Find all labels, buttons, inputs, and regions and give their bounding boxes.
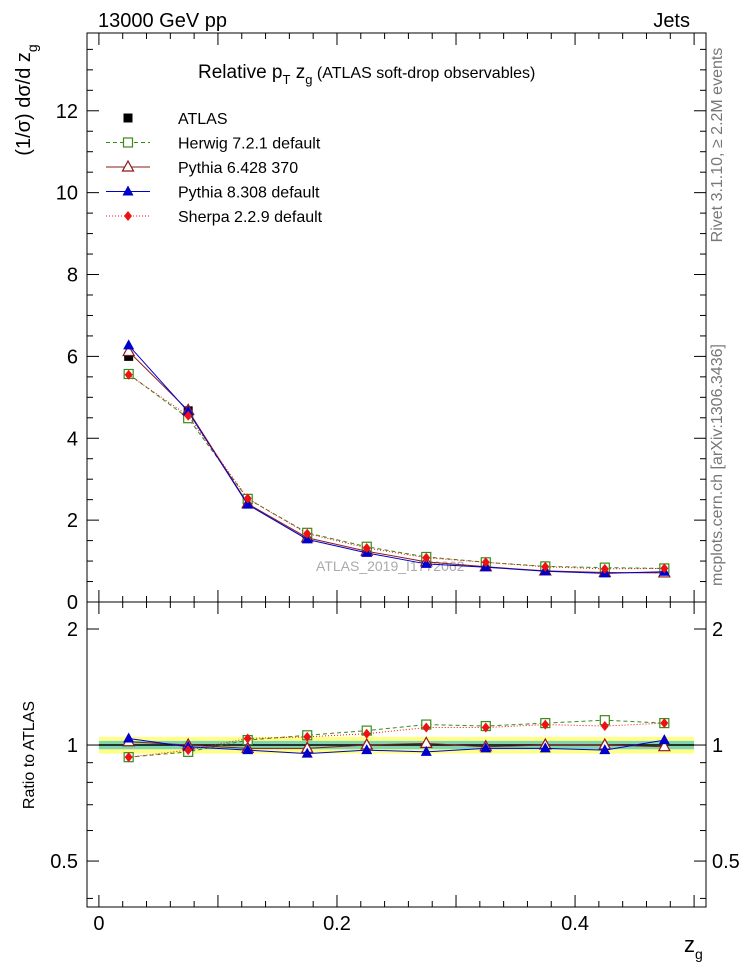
title-pre: Relative p: [198, 62, 283, 83]
xlabel: zg: [684, 932, 703, 962]
ratio-point-sherpa-2-2-9-default: [541, 719, 550, 730]
main-ytick-label: 0: [67, 592, 78, 614]
ratio-point-pythia-8-308-default: [480, 742, 492, 753]
main-line-pythia-6-428-370: [128, 351, 665, 574]
title-mid: z: [290, 62, 305, 83]
main-title: Relative pT zg (ATLAS soft-drop observab…: [198, 62, 535, 87]
ratio-point-pythia-8-308-default: [658, 734, 670, 745]
ratio-point-sherpa-2-2-9-default: [422, 722, 431, 733]
legend-label-pythia-6-428-370: Pythia 6.428 370: [178, 160, 298, 177]
main-point-pythia-8-308-default: [123, 339, 135, 350]
main-point-sherpa-2-2-9-default: [184, 410, 193, 421]
legend-label-atlas: ATLAS: [178, 111, 228, 128]
legend-marker-sherpa-2-2-9-default: [124, 211, 132, 221]
main-ylabel: (1/σ) dσ/d zg: [13, 44, 40, 155]
main-point-sherpa-2-2-9-default: [422, 552, 431, 563]
ratio-point-sherpa-2-2-9-default: [124, 752, 133, 763]
ratio-point-pythia-8-308-default: [599, 744, 611, 755]
main-ytick-label: 12: [56, 101, 78, 123]
ratio-ytick-label-left: 2: [67, 619, 78, 641]
process-label: Jets: [653, 10, 690, 32]
xtick-label: 0: [93, 913, 104, 935]
main-point-sherpa-2-2-9-default: [243, 493, 252, 504]
xlabel-sub: g: [695, 946, 703, 962]
main-point-sherpa-2-2-9-default: [303, 528, 312, 539]
energy-label: 13000 GeV pp: [98, 10, 227, 32]
rivet-label: Rivet 3.1.10, ≥ 2.2M events: [709, 48, 726, 243]
main-point-pythia-8-308-default: [242, 498, 254, 509]
ratio-ytick-label-left: 0.5: [50, 851, 78, 873]
ratio-ylabel: Ratio to ATLAS: [21, 701, 38, 809]
ratio-point-sherpa-2-2-9-default: [362, 728, 371, 739]
legend-label-herwig-7-2-1-default: Herwig 7.2.1 default: [178, 136, 321, 153]
ratio-point-sherpa-2-2-9-default: [303, 731, 312, 742]
legend-label-sherpa-2-2-9-default: Sherpa 2.2.9 default: [178, 209, 323, 226]
ratio-line-pythia-8-308-default: [128, 737, 665, 755]
mcplots-label: mcplots.cern.ch [arXiv:1306.3436]: [709, 344, 726, 586]
legend-marker-pythia-8-308-default: [122, 185, 134, 196]
main-point-sherpa-2-2-9-default: [362, 542, 371, 553]
ratio-ytick-label-right: 1: [712, 735, 723, 757]
legend-marker-herwig-7-2-1-default: [122, 137, 134, 148]
legend-marker-atlas: [123, 113, 133, 123]
ratio-line-sherpa-2-2-9-default: [128, 722, 665, 758]
xlabel-main: z: [684, 932, 695, 957]
main-point-sherpa-2-2-9-default: [481, 557, 490, 568]
main-ylabel-sub: g: [24, 44, 40, 52]
ratio-point-sherpa-2-2-9-default: [660, 718, 669, 729]
main-line-pythia-8-308-default: [128, 345, 665, 574]
ratio-ytick-label-right: 0.5: [712, 851, 740, 873]
ratio-point-pythia-8-308-default: [242, 744, 254, 755]
ratio-line-pythia-6-428-370: [128, 741, 665, 749]
main-line-herwig-7-2-1-default: [128, 373, 665, 569]
main-point-sherpa-2-2-9-default: [541, 561, 550, 572]
title-post: (ATLAS soft-drop observables): [312, 65, 535, 82]
ratio-point-pythia-8-308-default: [123, 732, 135, 743]
watermark: ATLAS_2019_I1772062: [316, 558, 465, 574]
title-sub1: T: [283, 72, 291, 87]
main-ytick-label: 10: [56, 183, 78, 205]
ratio-frame: [86, 601, 707, 908]
ratio-line-herwig-7-2-1-default: [128, 719, 665, 758]
xtick-label: 0.4: [561, 913, 589, 935]
ratio-point-pythia-6-428-370: [657, 739, 671, 752]
main-point-sherpa-2-2-9-default: [660, 563, 669, 574]
main-ytick-label: 6: [67, 346, 78, 368]
ratio-point-pythia-8-308-default: [420, 745, 432, 756]
series-line-layer: [122, 339, 671, 763]
main-ytick-label: 4: [67, 428, 78, 450]
legend: ATLAS Herwig 7.2.1 default Pythia 6.428 37…: [106, 111, 323, 226]
main-ytick-label: 2: [67, 510, 78, 532]
legend-label-pythia-8-308-default: Pythia 8.308 default: [178, 185, 320, 202]
main-point-pythia-8-308-default: [182, 405, 194, 416]
ratio-ytick-label-right: 2: [712, 619, 723, 641]
ratio-point-pythia-8-308-default: [361, 744, 373, 755]
ratio-point-sherpa-2-2-9-default: [481, 722, 490, 733]
ratio-point-pythia-8-308-default: [539, 742, 551, 753]
ratio-ytick-label-left: 1: [67, 735, 78, 757]
ratio-point-sherpa-2-2-9-default: [243, 733, 252, 744]
ratio-point-sherpa-2-2-9-default: [600, 721, 609, 732]
main-line-sherpa-2-2-9-default: [128, 374, 665, 570]
ratio-point-pythia-8-308-default: [301, 747, 313, 758]
ratio-point-sherpa-2-2-9-default: [184, 745, 193, 756]
main-ytick-label: 8: [67, 265, 78, 287]
main-point-sherpa-2-2-9-default: [600, 563, 609, 574]
main-point-sherpa-2-2-9-default: [124, 369, 133, 380]
main-point-pythia-8-308-default: [420, 557, 432, 568]
xtick-label: 0.2: [323, 913, 351, 935]
main-point-pythia-6-428-370: [122, 344, 136, 357]
title-sub2: g: [305, 72, 312, 87]
main-ylabel-text: (1/σ) dσ/d z: [13, 52, 35, 156]
legend-marker-pythia-6-428-370: [121, 159, 135, 172]
main-point-atlas: [124, 351, 134, 361]
